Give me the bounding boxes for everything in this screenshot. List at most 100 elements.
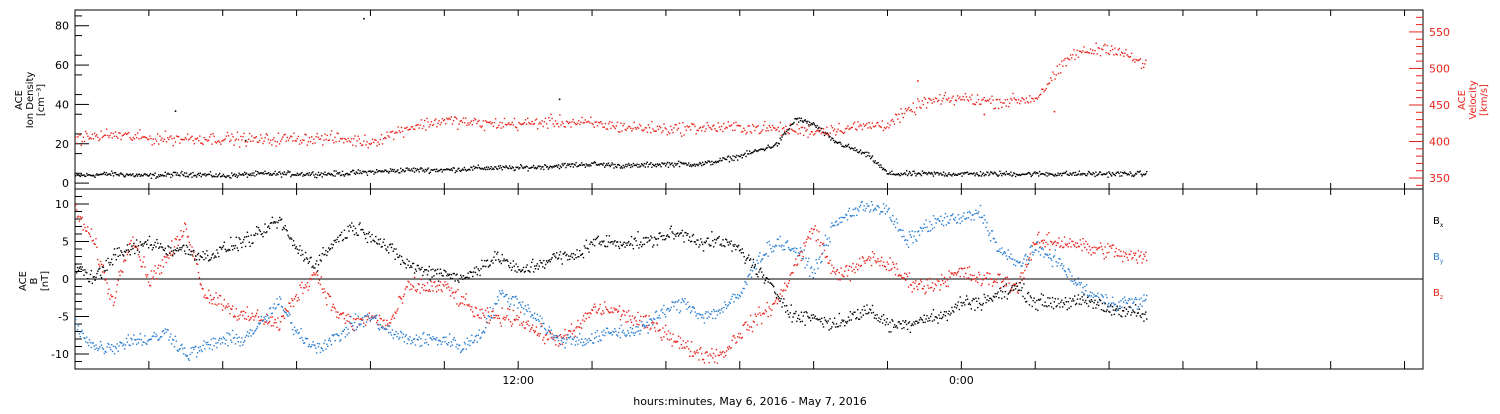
data-point	[353, 225, 354, 226]
data-point	[173, 339, 174, 340]
data-point	[1068, 242, 1069, 243]
data-point	[377, 141, 378, 142]
data-point	[570, 166, 571, 167]
data-point	[899, 175, 900, 176]
data-point	[883, 168, 884, 169]
data-point	[447, 283, 448, 284]
data-point	[1145, 252, 1146, 253]
data-point	[624, 315, 625, 316]
data-point	[1062, 268, 1063, 269]
data-point	[379, 144, 380, 145]
data-point	[143, 342, 144, 343]
data-point	[410, 129, 411, 130]
data-point	[344, 329, 345, 330]
data-point	[919, 283, 920, 284]
data-point	[863, 257, 864, 258]
data-point	[300, 328, 301, 329]
data-point	[502, 169, 503, 170]
data-point	[584, 344, 585, 345]
data-point	[296, 294, 297, 295]
data-point	[904, 113, 905, 114]
data-point	[390, 322, 391, 323]
data-point	[1128, 259, 1129, 260]
data-point	[127, 342, 128, 343]
data-point	[932, 228, 933, 229]
data-point	[936, 285, 937, 286]
data-point	[1077, 283, 1078, 284]
data-point	[640, 165, 641, 166]
data-point	[921, 228, 922, 229]
data-point	[1045, 242, 1046, 243]
data-point	[807, 121, 808, 122]
data-point	[671, 307, 672, 308]
data-point	[474, 168, 475, 169]
data-point	[984, 114, 986, 116]
data-point	[380, 238, 381, 239]
data-point	[1079, 282, 1080, 283]
data-point	[310, 141, 311, 142]
data-point	[849, 208, 850, 209]
data-point	[353, 318, 354, 319]
data-point	[1046, 175, 1047, 176]
data-point	[94, 177, 95, 178]
data-point	[328, 294, 329, 295]
data-point	[649, 329, 650, 330]
data-point	[105, 174, 106, 175]
data-point	[880, 260, 881, 261]
data-point	[288, 312, 289, 313]
data-point	[542, 166, 543, 167]
data-point	[216, 249, 217, 250]
data-point	[927, 285, 928, 286]
data-point	[1080, 244, 1081, 245]
data-point	[351, 138, 352, 139]
data-point	[204, 294, 205, 295]
data-point	[358, 224, 359, 225]
data-point	[1085, 290, 1086, 291]
data-point	[771, 251, 772, 252]
data-point	[252, 140, 253, 141]
data-point	[795, 131, 796, 132]
data-point	[399, 130, 400, 131]
data-point	[886, 126, 887, 127]
data-point	[321, 260, 322, 261]
data-point	[857, 121, 858, 122]
data-point	[566, 337, 567, 338]
data-point	[677, 129, 678, 130]
data-point	[723, 307, 724, 308]
data-point	[580, 342, 581, 343]
data-point	[742, 157, 743, 158]
data-point	[626, 334, 627, 335]
data-point	[1071, 174, 1072, 175]
data-point	[125, 260, 126, 261]
data-point	[270, 307, 271, 308]
data-point	[1133, 253, 1134, 254]
data-point	[395, 248, 396, 249]
data-point	[115, 254, 116, 255]
data-point	[970, 99, 971, 100]
data-point	[1114, 256, 1115, 257]
data-point	[89, 281, 90, 282]
data-point	[942, 174, 943, 175]
data-point	[752, 124, 753, 125]
data-point	[539, 122, 540, 123]
data-point	[636, 324, 637, 325]
data-point	[838, 279, 839, 280]
data-point	[540, 326, 541, 327]
data-point	[1127, 257, 1128, 258]
data-point	[91, 138, 92, 139]
data-point	[1115, 251, 1116, 252]
data-point	[776, 245, 777, 246]
data-point	[989, 98, 990, 99]
data-point	[452, 170, 453, 171]
data-point	[365, 144, 366, 145]
data-point	[536, 326, 537, 327]
data-point	[504, 319, 505, 320]
data-point	[1074, 280, 1075, 281]
data-point	[1127, 303, 1128, 304]
data-point	[250, 317, 251, 318]
data-point	[889, 124, 890, 125]
data-point	[346, 173, 347, 174]
data-point	[784, 249, 785, 250]
data-point	[468, 124, 469, 125]
data-point	[718, 161, 719, 162]
